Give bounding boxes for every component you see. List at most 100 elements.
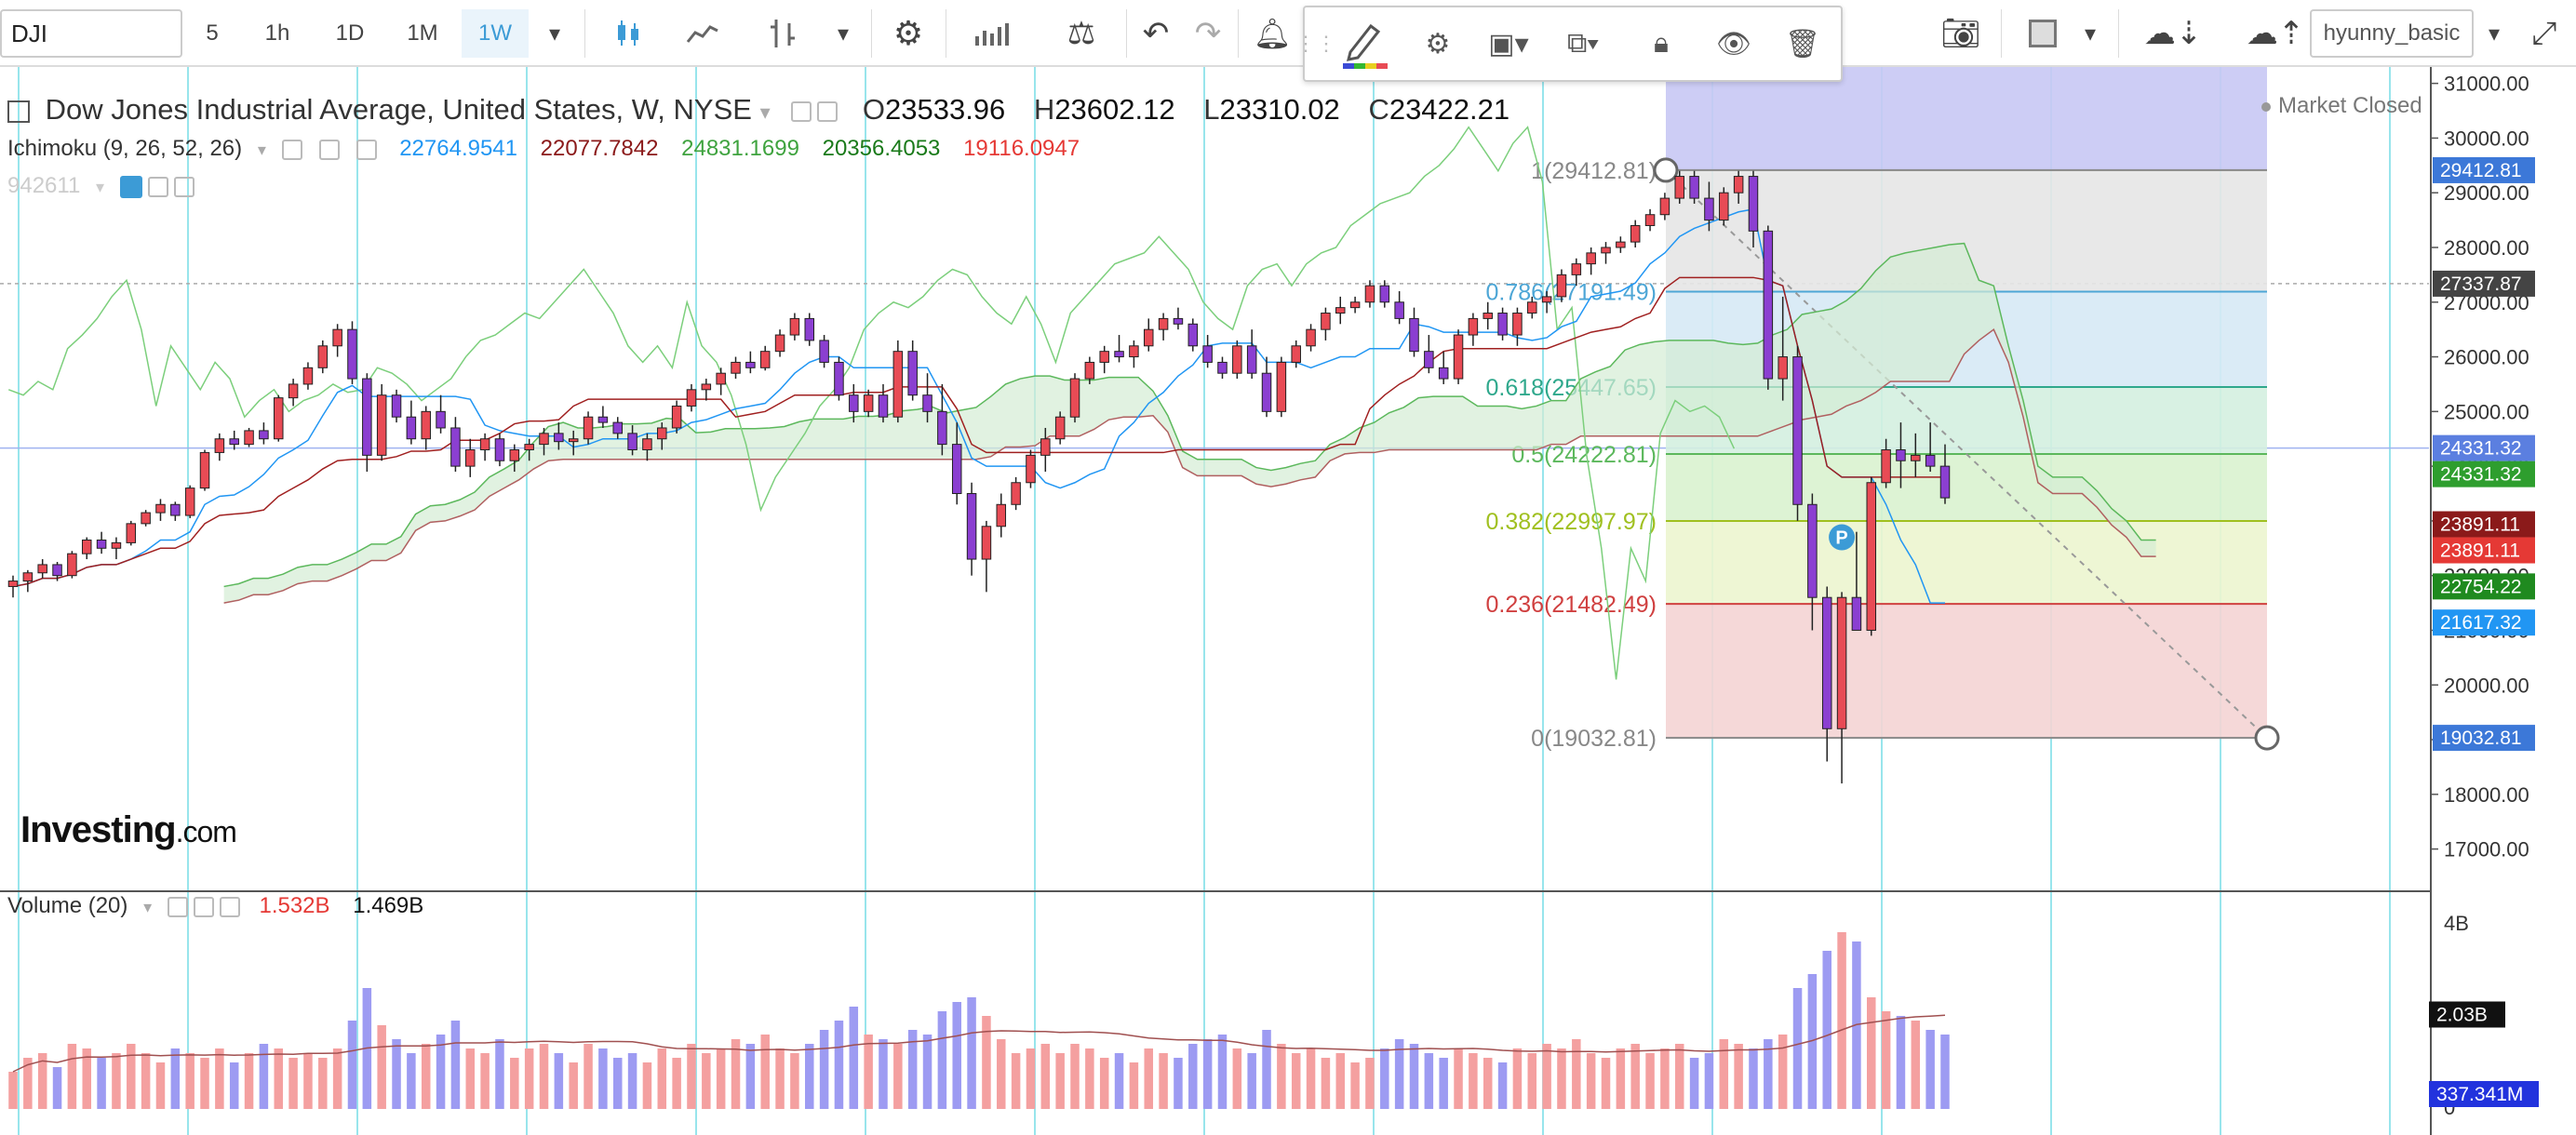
volume-bar xyxy=(1719,1039,1729,1109)
indicators-icon[interactable] xyxy=(745,9,821,58)
price-chart[interactable]: 1(29412.81)0.786(27191.49)0.618(25447.65… xyxy=(0,67,2576,1135)
volume-bar xyxy=(1704,1053,1714,1109)
interval-5-button[interactable]: 5 xyxy=(206,20,219,46)
volume-bar xyxy=(1262,1030,1271,1109)
investing-logo: Investing.com xyxy=(20,809,237,851)
candle-body xyxy=(1409,317,1419,353)
candle-body xyxy=(376,394,387,456)
undo-icon[interactable]: ↶ xyxy=(1142,16,1170,51)
interval-1d-button[interactable]: 1D xyxy=(335,20,365,46)
interval-1w-button[interactable]: 1W xyxy=(462,9,529,58)
candlestick-chart-icon[interactable] xyxy=(596,9,661,58)
volume-bar xyxy=(627,1053,637,1109)
volume-bar xyxy=(480,1053,490,1109)
candle-body xyxy=(1778,356,1788,380)
extra-indicator-close-icon[interactable] xyxy=(173,176,195,197)
volume-bar xyxy=(215,1048,224,1109)
trash-icon[interactable]: 🗑︎ xyxy=(1784,28,1821,60)
candle-body xyxy=(170,503,181,516)
candle-body xyxy=(1040,438,1051,456)
clone-icon[interactable]: ⧉▾ xyxy=(1566,28,1600,59)
volume-value-1: 1.532B xyxy=(259,893,330,918)
extra-indicator-settings-icon[interactable] xyxy=(147,176,168,197)
volume-close-icon[interactable] xyxy=(219,896,240,917)
volume-bar xyxy=(510,1058,519,1109)
ichimoku-settings-icon[interactable] xyxy=(318,139,340,160)
candle-body xyxy=(1291,345,1301,363)
candle-body xyxy=(937,410,947,446)
cloud-download-icon[interactable]: ☁︎⇣ xyxy=(2143,16,2203,51)
p-marker-icon xyxy=(1829,524,1856,551)
legend-eye-icon[interactable] xyxy=(791,100,812,122)
volume-bar xyxy=(702,1053,711,1109)
layout-square-icon[interactable] xyxy=(2010,9,2075,58)
alert-bell-icon[interactable]: 🔔︎ xyxy=(1253,17,1292,50)
volume-bar xyxy=(1896,1016,1906,1109)
volume-bar xyxy=(612,1058,623,1109)
collapse-legend-icon[interactable] xyxy=(7,100,30,123)
candle-body xyxy=(1616,241,1626,248)
ichimoku-value-3: 24831.1699 xyxy=(681,136,799,161)
candle-body xyxy=(1232,345,1242,374)
compare-scale-icon[interactable]: ⚖ xyxy=(1067,16,1096,51)
candle-body xyxy=(1438,367,1449,380)
lock-icon[interactable]: 🔒︎ xyxy=(1654,28,1669,59)
volume-bar xyxy=(1424,1053,1434,1109)
ichimoku-eye-icon[interactable] xyxy=(281,139,302,160)
ichimoku-close-icon[interactable] xyxy=(356,139,377,160)
chart-type-dropdown-icon[interactable]: ▾ xyxy=(837,20,850,47)
candle-body xyxy=(819,340,829,363)
interval-1m-button[interactable]: 1M xyxy=(407,20,438,46)
redo-icon[interactable]: ↷ xyxy=(1194,16,1222,51)
legend-settings-icon[interactable] xyxy=(817,100,839,122)
volume-bar xyxy=(1483,1058,1493,1109)
candle-body xyxy=(612,421,623,434)
drawing-settings-gear-icon[interactable]: ⚙ xyxy=(1425,28,1451,60)
candle-body xyxy=(317,345,329,368)
volume-bar xyxy=(1469,1053,1478,1109)
camera-snapshot-icon[interactable]: 📷︎ xyxy=(1940,16,1981,51)
volume-bar xyxy=(185,1053,195,1109)
ichimoku-dropdown-icon[interactable]: ▾ xyxy=(257,140,266,159)
template-icon[interactable]: ▣▾ xyxy=(1488,28,1529,60)
symbol-search-input[interactable]: DJI xyxy=(0,9,182,58)
settings-gear-icon[interactable]: ⚙ xyxy=(892,14,924,52)
candle-body xyxy=(37,564,47,574)
drag-handle-icon[interactable]: ⋮⋮ xyxy=(1295,32,1336,55)
volume-bar xyxy=(731,1039,741,1109)
legend-dropdown-icon[interactable]: ▾ xyxy=(759,100,771,124)
candle-body xyxy=(907,351,918,396)
volume-bar xyxy=(392,1039,401,1109)
extra-indicator-eye-icon[interactable] xyxy=(119,175,142,198)
interval-dropdown-icon[interactable]: ▾ xyxy=(548,20,561,47)
fib-level-label: 0.236(21482.49) xyxy=(1486,592,1657,618)
visibility-eye-icon[interactable]: 👁︎ xyxy=(1715,28,1752,60)
candle-body xyxy=(1807,503,1818,598)
cloud-upload-icon[interactable]: ☁︎⇡ xyxy=(2246,16,2305,51)
fullscreen-icon[interactable]: ⤢ xyxy=(2531,15,2557,51)
candle-body xyxy=(1424,351,1434,368)
volume-bar xyxy=(288,1058,298,1109)
volume-bar xyxy=(1542,1044,1551,1109)
volume-bar xyxy=(1645,1053,1655,1109)
y-tick-label: 30000.00 xyxy=(2444,127,2529,150)
candle-body xyxy=(1246,345,1257,374)
volume-eye-icon[interactable] xyxy=(167,896,188,917)
candle-body xyxy=(111,541,122,549)
layout-dropdown-icon[interactable]: ▾ xyxy=(2084,20,2097,47)
candle-body xyxy=(81,539,92,554)
candle-body xyxy=(981,526,992,560)
user-account-button[interactable]: hyunny_basic xyxy=(2310,9,2474,58)
line-chart-icon[interactable] xyxy=(670,9,735,58)
volume-bar xyxy=(170,1048,181,1109)
interval-1h-button[interactable]: 1h xyxy=(264,20,290,46)
open-label: O xyxy=(862,93,885,126)
extra-indicator-dropdown-icon[interactable]: ▾ xyxy=(95,178,105,196)
volume-bar xyxy=(1188,1044,1198,1109)
volume-ma-badge xyxy=(2429,1081,2539,1107)
user-dropdown-icon[interactable]: ▾ xyxy=(2488,20,2501,47)
volume-settings-icon[interactable] xyxy=(193,896,214,917)
studies-icon[interactable] xyxy=(959,9,1026,58)
pencil-color-icon[interactable] xyxy=(1329,7,1402,80)
volume-dropdown-icon[interactable]: ▾ xyxy=(143,898,153,916)
